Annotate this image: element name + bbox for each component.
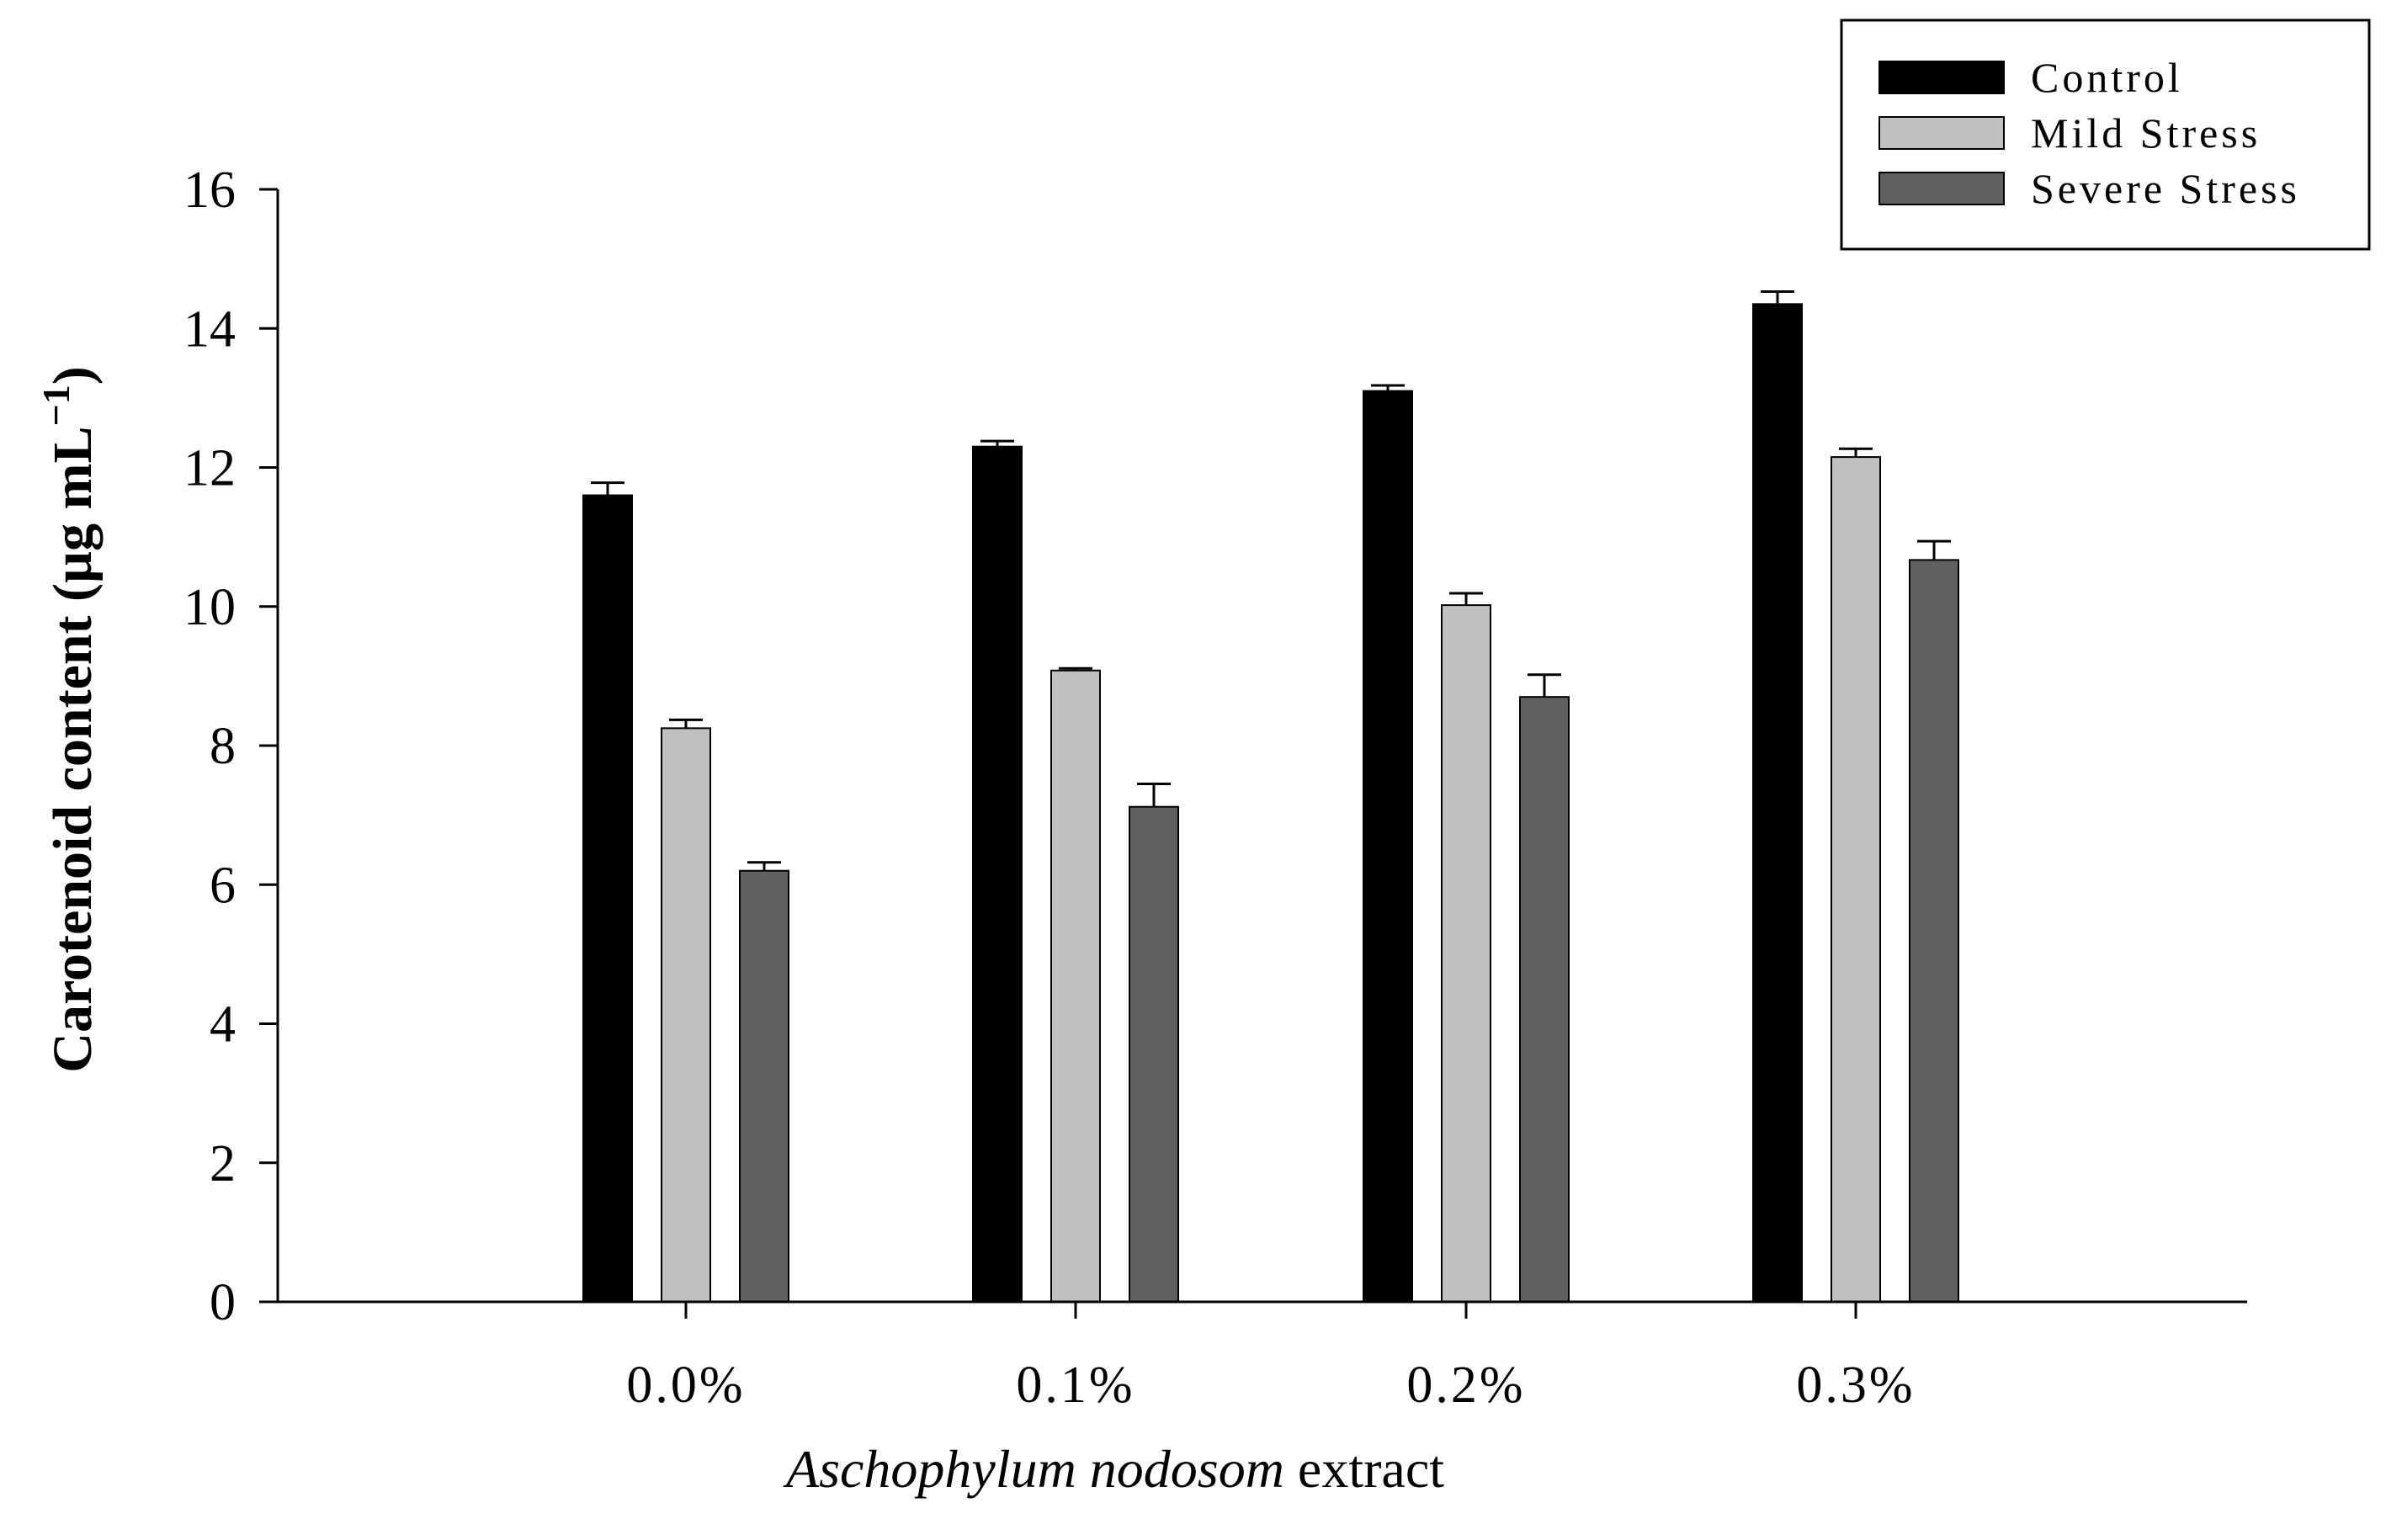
legend-label-control: Control — [2031, 54, 2183, 101]
bar-mild-stress-4 — [1831, 456, 1881, 1303]
x-axis-title-italic: Aschophylum nodosom — [783, 1439, 1284, 1499]
bar-mild-stress-3 — [1441, 604, 1491, 1303]
legend-swatch-control — [1879, 61, 2005, 94]
y-tick-label-0: 0 — [210, 1274, 236, 1331]
y-tick-label-5: 10 — [183, 579, 236, 636]
legend-swatch-mild-stress — [1879, 116, 2005, 150]
x-tick-label-1: 0.0% — [626, 1357, 745, 1414]
y-tick-label-7: 14 — [183, 300, 236, 358]
bar-severe-stress-4 — [1909, 559, 1959, 1303]
y-tick-label-1: 2 — [210, 1135, 236, 1192]
x-tick-label-4: 0.3% — [1796, 1357, 1915, 1414]
x-axis-title: Aschophylum nodosom extract — [783, 1439, 1444, 1499]
axes-group: 0 2 4 6 8 10 12 14 16 0.0% 0.1% 0.2% 0.3% — [183, 162, 2247, 1414]
legend-label-mild-stress: Mild Stress — [2031, 109, 2261, 157]
y-tick-label-8: 16 — [183, 162, 236, 219]
y-axis-title-close: ) — [42, 366, 104, 385]
legend: Control Mild Stress Severe Stress — [1840, 19, 2371, 251]
bar-severe-stress-2 — [1129, 805, 1179, 1303]
y-tick-label-2: 4 — [210, 996, 236, 1054]
y-tick-label-6: 12 — [183, 440, 236, 497]
y-axis-title: Carotenoid content (µg mL−1) — [35, 366, 104, 1072]
bar-control-2 — [972, 445, 1023, 1303]
bar-control-3 — [1363, 390, 1413, 1303]
bar-severe-stress-1 — [739, 869, 789, 1303]
bar-severe-stress-3 — [1519, 696, 1570, 1303]
y-tick-label-3: 6 — [210, 857, 236, 914]
legend-swatch-severe-stress — [1879, 172, 2005, 205]
error-bars-group — [591, 289, 1951, 871]
bar-control-4 — [1752, 303, 1803, 1303]
y-tick-label-4: 8 — [210, 718, 236, 775]
bars-group — [582, 303, 1959, 1303]
y-axis-title-superscript: −1 — [35, 385, 77, 426]
bar-mild-stress-2 — [1050, 669, 1101, 1303]
y-axis-title-main: Carotenoid content (µg mL — [42, 426, 104, 1072]
bar-mild-stress-1 — [661, 727, 711, 1303]
bar-control-1 — [582, 494, 633, 1303]
x-tick-label-3: 0.2% — [1406, 1357, 1525, 1414]
legend-label-severe-stress: Severe Stress — [2031, 165, 2300, 212]
x-axis-title-plain: extract — [1284, 1439, 1444, 1499]
x-tick-label-2: 0.1% — [1016, 1357, 1135, 1414]
